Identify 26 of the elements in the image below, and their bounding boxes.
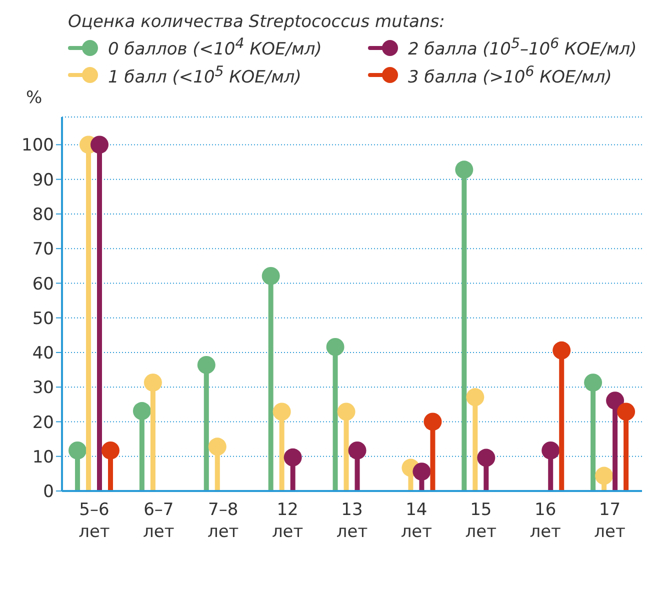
legend-label: 1 балл (<10$^{5}$ КОЕ/мл) [108,64,302,88]
x-tick-label: 13 лет [336,500,368,542]
y-tick-label: 70 [32,240,54,260]
y-tick-label: 50 [32,309,54,330]
x-tick-label: 16 лет [530,500,562,542]
y-tick-label: 40 [32,344,54,364]
legend-title: Оценка количества Streptococcus mutans: [68,12,446,32]
x-tick-label: 15 лет [465,500,497,542]
y-axis-title: % [26,88,42,108]
x-tick-label: 6–7 лет [143,500,174,542]
y-tick-label: 100 [22,136,54,156]
legend-label: 2 балла (10$^{5}$–10$^{6}$ КОЕ/мл) [408,36,637,60]
y-tick-label: 80 [32,205,54,226]
x-tick-label: 5–6 лет [78,500,110,542]
y-tick-label: 60 [32,274,54,295]
legend-label: 3 балла (>10$^{6}$ КОЕ/мл) [408,64,612,88]
x-tick-label: 17 лет [594,500,626,542]
y-tick-label: 0 [43,482,54,502]
x-tick-label: 7–8 лет [207,500,239,542]
legend-label: 0 баллов (<10$^{4}$ КОЕ/мл) [108,36,322,60]
x-tick-label: 14 лет [400,500,432,542]
x-tick-label: 12 лет [272,500,304,542]
y-tick-label: 20 [32,413,54,434]
y-tick-label: 30 [32,378,54,398]
y-tick-label: 90 [32,170,54,191]
y-tick-label: 10 [32,448,54,468]
